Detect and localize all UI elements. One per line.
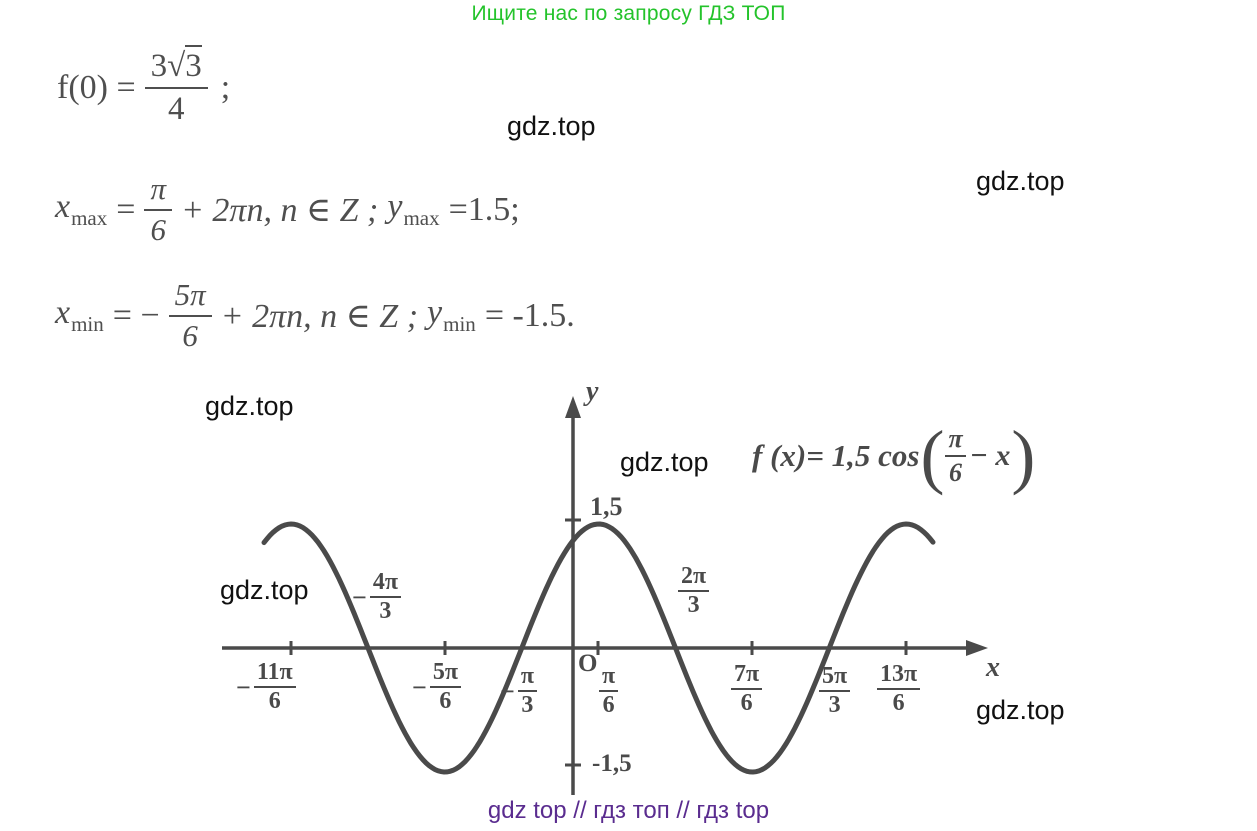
graph-function-formula: f (x)= 1,5 cos ( π 6 − x ) — [752, 416, 1036, 496]
fraction-numerator: π — [945, 424, 966, 458]
x-tick-label: − 4π 3 — [352, 569, 401, 625]
radicand: 3 — [185, 45, 202, 84]
minus-sign: − — [236, 672, 251, 702]
formula-xmax: xmax = π 6 + 2πn, n ∈ Z ; ymax =1.5; — [55, 171, 520, 247]
tick-numerator: 5π — [819, 663, 851, 693]
y-max-tick-label: 1,5 — [590, 492, 623, 521]
subscript-min: min — [71, 312, 104, 337]
watermark: gdz.top — [220, 575, 309, 605]
fraction-denominator: 6 — [150, 211, 166, 247]
tick-denominator: 3 — [379, 598, 392, 625]
watermark: gdz.top — [205, 391, 294, 421]
watermark: gdz.top — [620, 447, 709, 477]
tick-numerator: 5π — [429, 659, 461, 689]
variable-name: y — [427, 294, 443, 332]
y-axis-arrow — [565, 396, 581, 418]
watermark: gdz.top — [507, 111, 596, 141]
formula-prefix: f (x)= 1,5 cos — [752, 438, 920, 474]
x-tick-label: 7π 6 — [731, 661, 763, 717]
cosine-graph — [222, 396, 988, 795]
minus-sign: − — [500, 676, 515, 706]
minus-sign: − — [352, 582, 367, 612]
tick-numerator: 13π — [877, 661, 921, 691]
x-tick-label: 5π 3 — [819, 663, 851, 719]
tick-numerator: π — [599, 663, 619, 693]
subscript-max: max — [403, 206, 440, 231]
formula-xmax-value: =1.5; — [448, 190, 520, 228]
variable-x: xmax — [55, 188, 107, 231]
tick-denominator: 6 — [439, 688, 452, 715]
tick-denominator: 3 — [828, 692, 841, 719]
variable-name: x — [55, 188, 71, 226]
variable-name: x — [55, 294, 71, 332]
formula-xmin-mid: + 2πn, n ∈ Z ; — [220, 297, 419, 335]
tick-denominator: 6 — [602, 692, 615, 719]
tick-denominator: 3 — [687, 592, 700, 619]
y-axis-label: y — [586, 376, 599, 407]
tick-denominator: 6 — [268, 688, 281, 715]
fraction-numerator: 5π — [168, 277, 212, 317]
fraction-denominator: 6 — [182, 317, 198, 353]
subscript-max: max — [71, 206, 108, 231]
left-paren: ( — [920, 416, 945, 496]
formula-xmin: xmin = − 5π 6 + 2πn, n ∈ Z ; ymin = -1.5… — [55, 277, 575, 353]
tick-denominator: 6 — [740, 690, 753, 717]
x-tick-label: − 5π 6 — [412, 659, 461, 715]
tick-numerator: 7π — [731, 661, 763, 691]
formula-xmin-value: = -1.5. — [484, 296, 575, 334]
variable-y: ymin — [427, 294, 476, 337]
fraction: 5π 6 — [168, 277, 212, 353]
formula-f0-lhs: f(0) = — [57, 68, 136, 106]
subscript-min: min — [443, 312, 476, 337]
minus-sign: − — [412, 672, 427, 702]
fraction: π 6 — [144, 171, 172, 247]
fraction-denominator: 4 — [167, 90, 185, 127]
radical-sign: 3√ — [150, 48, 186, 84]
x-axis-label: x — [986, 652, 1000, 683]
variable-name: y — [387, 188, 403, 226]
fraction: 3√3 4 — [144, 45, 208, 128]
formula-suffix: − x — [969, 439, 1011, 473]
tick-denominator: 3 — [521, 692, 534, 719]
fraction-denominator: 6 — [949, 458, 963, 488]
fraction: π 6 — [945, 424, 966, 488]
tick-numerator: 4π — [369, 569, 401, 599]
x-tick-label: 2π 3 — [678, 563, 710, 619]
fraction-numerator: π — [144, 171, 172, 211]
equals-minus-sign: = − — [112, 296, 160, 334]
tick-numerator: 2π — [678, 563, 710, 593]
origin-label: O — [578, 650, 598, 677]
tick-numerator: 11π — [253, 659, 296, 689]
x-axis-arrow — [966, 640, 988, 656]
formula-xmax-mid: + 2πn, n ∈ Z ; — [180, 191, 379, 229]
semicolon: ; — [220, 68, 231, 106]
x-tick-label: − 11π 6 — [236, 659, 296, 715]
fraction-numerator: 3√3 — [144, 45, 208, 89]
watermark: gdz.top — [976, 695, 1065, 725]
variable-y: ymax — [387, 188, 439, 231]
tick-numerator: π — [517, 663, 537, 693]
y-min-tick-label: -1,5 — [592, 750, 632, 777]
cosine-curve — [261, 521, 936, 775]
watermark: gdz.top — [976, 166, 1065, 196]
header-promo-text: Ищите нас по запросу ГДЗ ТОП — [471, 2, 786, 25]
tick-denominator: 6 — [892, 690, 905, 717]
variable-x: xmin — [55, 294, 104, 337]
x-tick-label: 13π 6 — [877, 661, 921, 717]
equals-sign: = — [116, 190, 136, 228]
formula-f0: f(0) = 3√3 4 ; — [57, 45, 231, 128]
right-paren: ) — [1011, 416, 1036, 496]
footer-watermark-text: gdz top // гдз топ // гдз top — [487, 797, 770, 824]
